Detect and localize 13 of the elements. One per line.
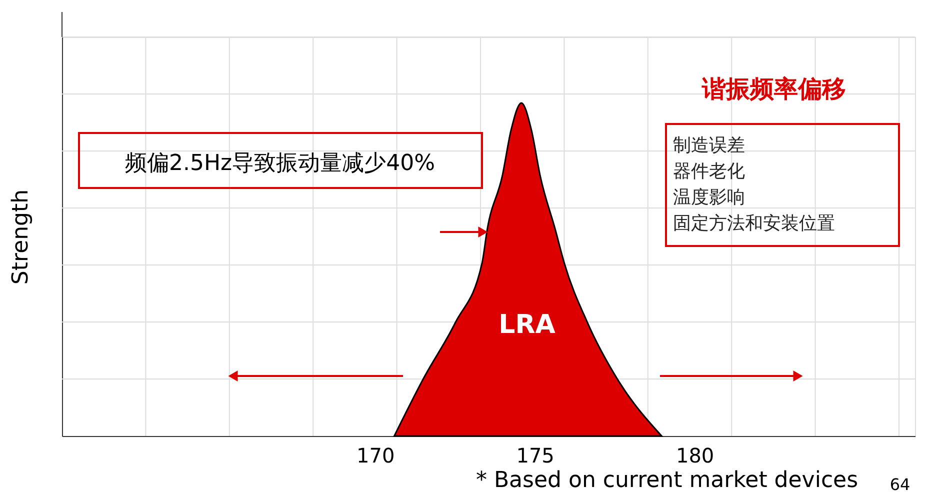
annotation: 谐振频率偏移 <box>701 75 846 103</box>
text: 64 <box>890 475 910 492</box>
x-tick-label: 175 <box>516 444 554 468</box>
annotation: 制造误差 <box>673 135 745 156</box>
annotation: 固定方法和安装位置 <box>673 213 835 234</box>
y-axis-title: Strength <box>8 189 34 285</box>
x-tick-label: 170 <box>356 444 395 468</box>
text: * Based on current market devices <box>476 468 858 492</box>
annotation: LRA <box>498 310 556 340</box>
x-tick-label: 180 <box>676 444 714 468</box>
annotation: 温度影响 <box>673 187 745 208</box>
annotation: 器件老化 <box>673 161 745 182</box>
annotation: 频偏2.5Hz导致振动量减少40% <box>125 151 435 176</box>
